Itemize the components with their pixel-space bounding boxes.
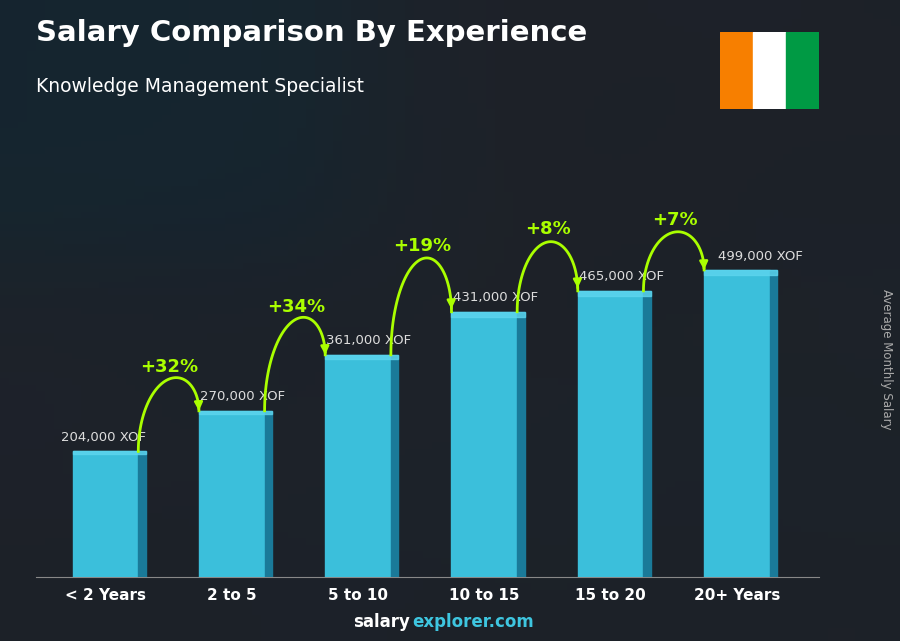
Bar xyxy=(325,355,399,359)
Bar xyxy=(704,270,770,577)
Bar xyxy=(770,270,778,577)
Text: Knowledge Management Specialist: Knowledge Management Specialist xyxy=(36,77,364,96)
Bar xyxy=(786,32,819,109)
Bar xyxy=(753,32,786,109)
Text: 361,000 XOF: 361,000 XOF xyxy=(327,335,411,347)
Bar xyxy=(325,355,391,577)
Bar xyxy=(73,451,139,577)
Text: 465,000 XOF: 465,000 XOF xyxy=(579,271,664,283)
Text: 204,000 XOF: 204,000 XOF xyxy=(61,431,147,444)
Bar xyxy=(199,411,272,414)
Text: +19%: +19% xyxy=(393,237,451,254)
Text: Average Monthly Salary: Average Monthly Salary xyxy=(880,288,893,429)
Text: +7%: +7% xyxy=(652,212,698,229)
Text: 270,000 XOF: 270,000 XOF xyxy=(200,390,285,403)
Bar xyxy=(578,291,651,296)
Text: +32%: +32% xyxy=(140,358,199,376)
Bar xyxy=(391,355,399,577)
Text: Salary Comparison By Experience: Salary Comparison By Experience xyxy=(36,19,587,47)
Bar xyxy=(452,312,525,317)
Bar xyxy=(578,291,644,577)
Text: 431,000 XOF: 431,000 XOF xyxy=(453,292,538,304)
Bar xyxy=(644,291,651,577)
Text: +34%: +34% xyxy=(266,297,325,315)
Bar xyxy=(704,270,778,276)
Text: salary: salary xyxy=(353,613,410,631)
Text: +8%: +8% xyxy=(526,221,572,238)
Bar xyxy=(199,411,265,577)
Bar xyxy=(452,312,518,577)
Text: explorer.com: explorer.com xyxy=(412,613,534,631)
Bar xyxy=(265,411,272,577)
Text: 499,000 XOF: 499,000 XOF xyxy=(718,249,803,263)
Bar xyxy=(73,451,146,454)
Bar xyxy=(720,32,753,109)
Bar xyxy=(139,451,146,577)
Bar xyxy=(518,312,525,577)
